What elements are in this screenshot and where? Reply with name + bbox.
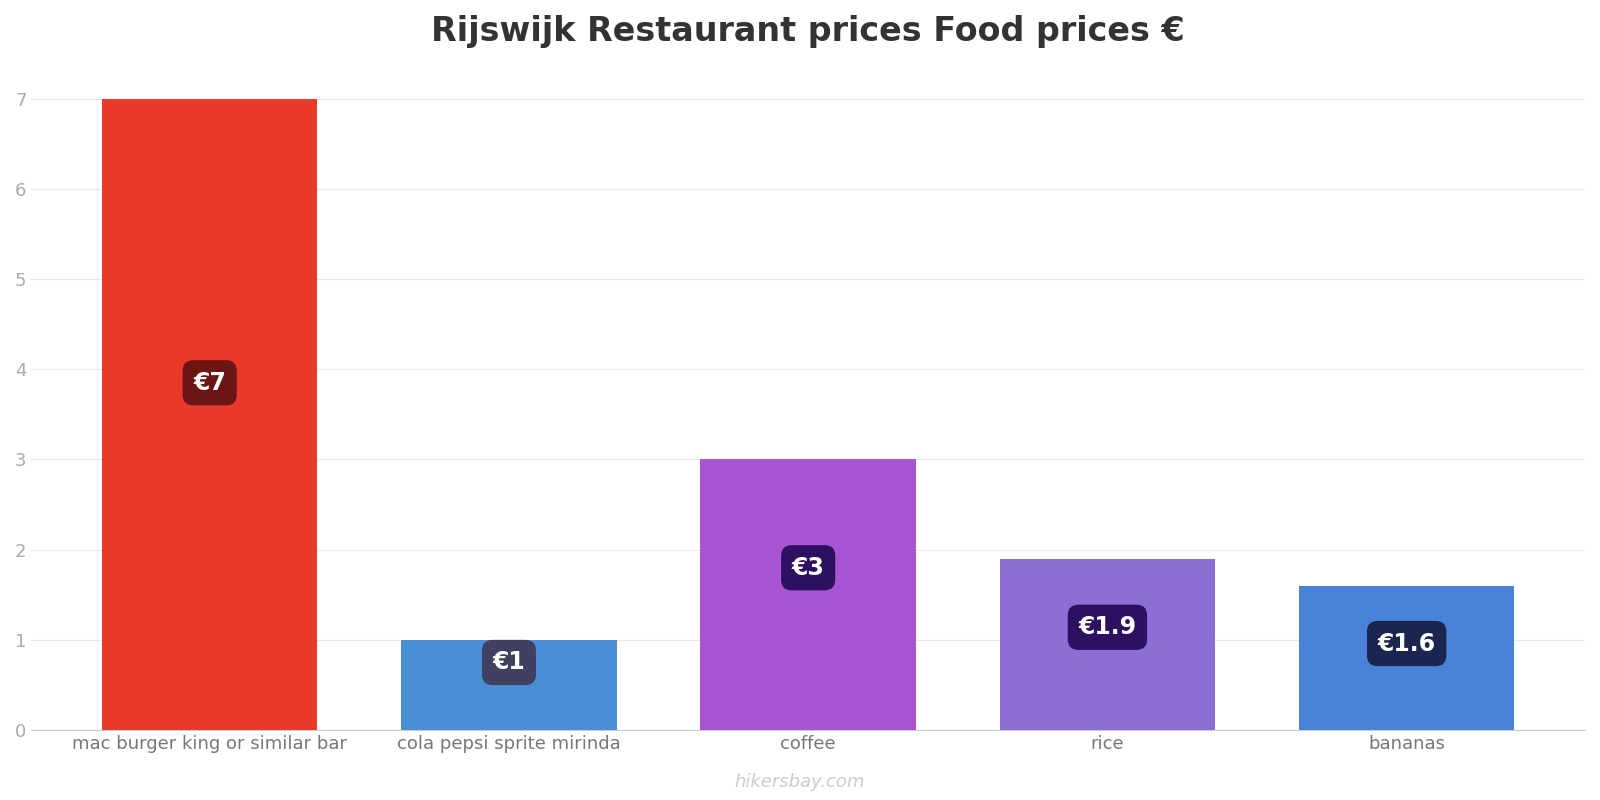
Text: €1.6: €1.6 [1378, 631, 1435, 655]
Bar [402, 640, 616, 730]
Bar [102, 98, 317, 730]
Text: €1: €1 [493, 650, 525, 674]
Text: hikersbay.com: hikersbay.com [734, 774, 866, 791]
Bar [1299, 586, 1514, 730]
Bar [1000, 558, 1214, 730]
Bar [701, 459, 915, 730]
Text: €1.9: €1.9 [1078, 615, 1136, 639]
Text: €3: €3 [792, 556, 824, 580]
Text: €7: €7 [194, 371, 226, 395]
Title: Rijswijk Restaurant prices Food prices €: Rijswijk Restaurant prices Food prices € [432, 15, 1186, 48]
